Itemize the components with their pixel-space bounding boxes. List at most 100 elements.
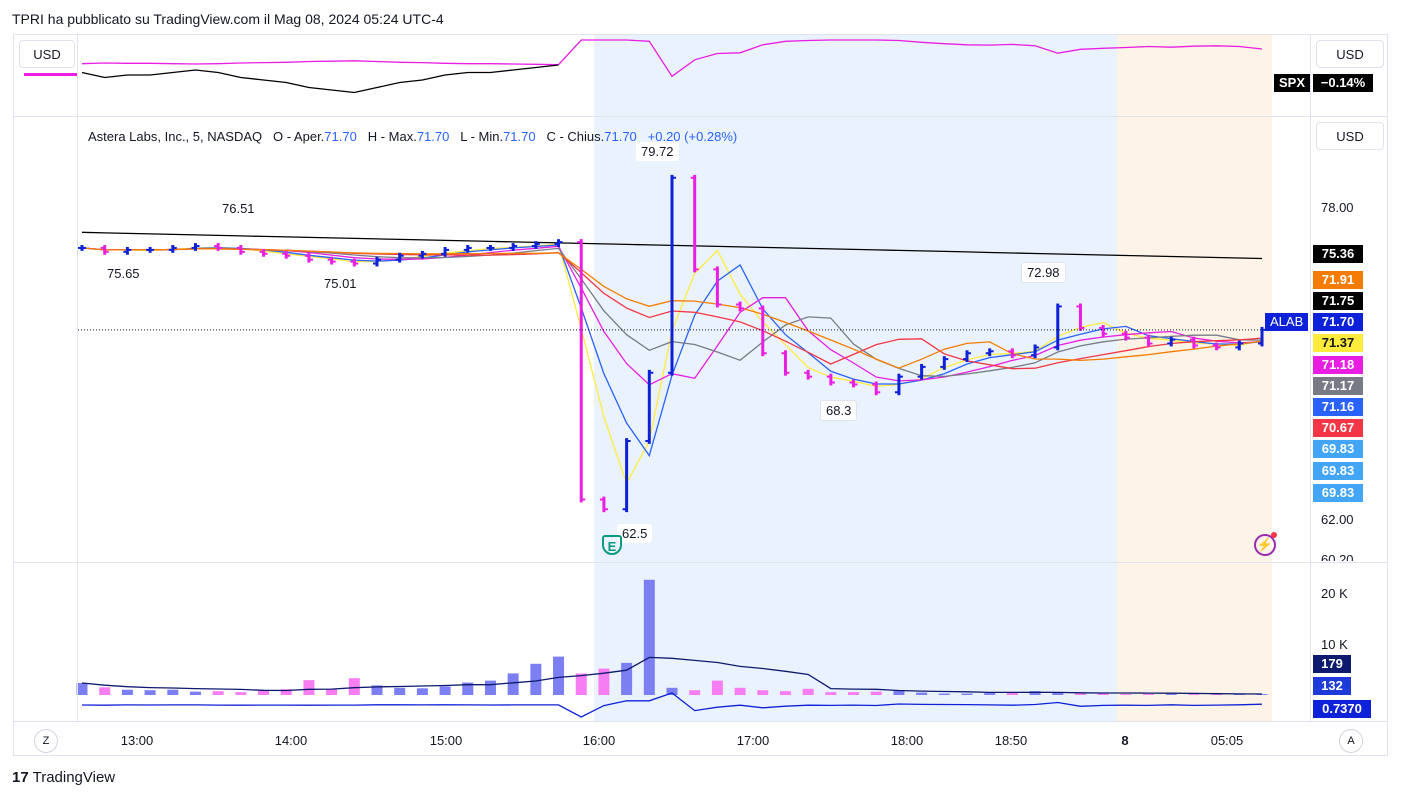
volume-bar	[167, 689, 179, 695]
price-tag: 71.75	[1313, 292, 1363, 310]
lightning-icon[interactable]: ⚡	[1254, 534, 1276, 556]
volume-bar	[1006, 692, 1018, 695]
spx-change-tag: −0.14%	[1313, 74, 1373, 92]
volume-bar	[462, 682, 474, 695]
pane-divider-volume[interactable]	[13, 562, 1388, 563]
volume-bar	[1165, 694, 1177, 695]
pane-divider-top[interactable]	[13, 116, 1388, 117]
price-tick-78: 78.00	[1321, 200, 1354, 215]
volume-bar	[825, 692, 837, 695]
time-tick: 16:00	[582, 733, 616, 748]
compare-line-spx	[81, 64, 559, 94]
time-tick: 15:00	[429, 733, 463, 748]
volume-bar	[689, 690, 701, 695]
price-tick-62: 62.00	[1321, 512, 1354, 527]
volume-tick-20k: 20 K	[1321, 586, 1348, 601]
auto-scale-button[interactable]: A	[1339, 729, 1363, 753]
low-annotation: 68.3	[820, 400, 858, 421]
price-annotation: 75.65	[102, 264, 145, 283]
volume-bar	[598, 668, 610, 695]
symbol-legend[interactable]: Astera Labs, Inc., 5, NASDAQ O - Aper.71…	[88, 129, 737, 144]
earnings-marker[interactable]: E	[602, 535, 622, 555]
price-tag: 75.36	[1313, 245, 1363, 263]
volume-bar	[621, 662, 633, 695]
indicator-tag: 0.7370	[1313, 700, 1371, 718]
legend-high-label: H - Max.	[367, 129, 417, 144]
price-annotation: 72.98	[1021, 262, 1066, 283]
price-tag: 69.83	[1313, 484, 1363, 502]
volume-bar	[1211, 694, 1223, 695]
volume-bar	[1143, 694, 1155, 695]
volume-bar	[121, 689, 133, 695]
volume-bar	[1052, 692, 1064, 695]
volume-bar	[1256, 694, 1268, 695]
volume-bar	[99, 687, 111, 695]
price-tag: 69.83	[1313, 462, 1363, 480]
legend-low-value: 71.70	[503, 129, 536, 144]
volume-bar	[371, 685, 383, 695]
volume-bar	[326, 688, 338, 695]
spx-label: SPX	[1274, 74, 1311, 92]
legend-open-value: 71.70	[324, 129, 357, 144]
volume-bar	[1074, 693, 1086, 695]
volume-bar	[643, 579, 655, 695]
compare-line-symbol	[81, 39, 1263, 78]
price-tag: 71.17	[1313, 377, 1363, 395]
volume-bar	[711, 680, 723, 695]
currency-button-top-left[interactable]: USD	[19, 40, 75, 68]
volume-bar	[76, 683, 88, 695]
premarket-shade	[1117, 35, 1272, 722]
price-tag: 71.16	[1313, 398, 1363, 416]
low-annotation: 62.5	[617, 524, 653, 543]
time-tick: 14:00	[274, 733, 308, 748]
tradingview-logo: 17	[12, 769, 29, 786]
volume-bar	[439, 686, 451, 695]
volume-bar	[1120, 694, 1132, 695]
volume-tag: 132	[1313, 677, 1351, 695]
volume-bar	[1188, 694, 1200, 695]
left-axis-divider	[77, 34, 78, 722]
time-tick-day: 8	[1121, 733, 1129, 748]
volume-bar	[348, 678, 360, 695]
notification-dot-icon	[1271, 532, 1277, 538]
publish-header: TPRI ha pubblicato su TradingView.com il…	[12, 11, 444, 27]
volume-bar	[734, 687, 746, 695]
volume-bar	[212, 691, 224, 695]
volume-bar	[1097, 693, 1109, 695]
volume-bar	[893, 690, 905, 695]
volume-bar	[280, 689, 292, 695]
pane-divider-axis	[13, 721, 1388, 722]
volume-bar	[553, 656, 565, 695]
volume-bar	[1029, 691, 1041, 695]
price-tag: 69.83	[1313, 440, 1363, 458]
volume-bar	[848, 692, 860, 695]
brand-name: TradingView	[32, 769, 116, 786]
legend-open-label: O - Aper.	[272, 129, 325, 144]
legend-high-value: 71.70	[416, 129, 450, 144]
extended-hours-shade	[594, 35, 1117, 722]
volume-tag: 179	[1313, 655, 1351, 673]
series-color-indicator	[24, 73, 77, 76]
zoom-button[interactable]: Z	[34, 729, 58, 753]
tradingview-brand[interactable]: 17 TradingView	[12, 769, 115, 786]
currency-button-main[interactable]: USD	[1316, 122, 1384, 150]
volume-bar	[779, 691, 791, 695]
volume-bar	[258, 690, 270, 695]
price-tag: 71.91	[1313, 271, 1363, 289]
currency-button-top-right[interactable]: USD	[1316, 40, 1384, 68]
volume-ma-line	[81, 656, 1263, 695]
volume-bar	[984, 693, 996, 695]
volume-bar	[757, 690, 769, 695]
time-tick: 17:00	[736, 733, 770, 748]
volume-bar	[530, 663, 542, 695]
legend-change: +0.20 (+0.28%)	[647, 129, 738, 144]
volume-bar	[416, 688, 428, 695]
legend-low-label: L - Min.	[460, 129, 504, 144]
price-tag: 71.70	[1313, 313, 1363, 331]
volume-bar	[189, 691, 201, 695]
chart-frame	[13, 34, 1388, 756]
price-annotation: 75.01	[319, 274, 362, 293]
volume-bar	[938, 693, 950, 695]
volume-bar	[394, 687, 406, 695]
